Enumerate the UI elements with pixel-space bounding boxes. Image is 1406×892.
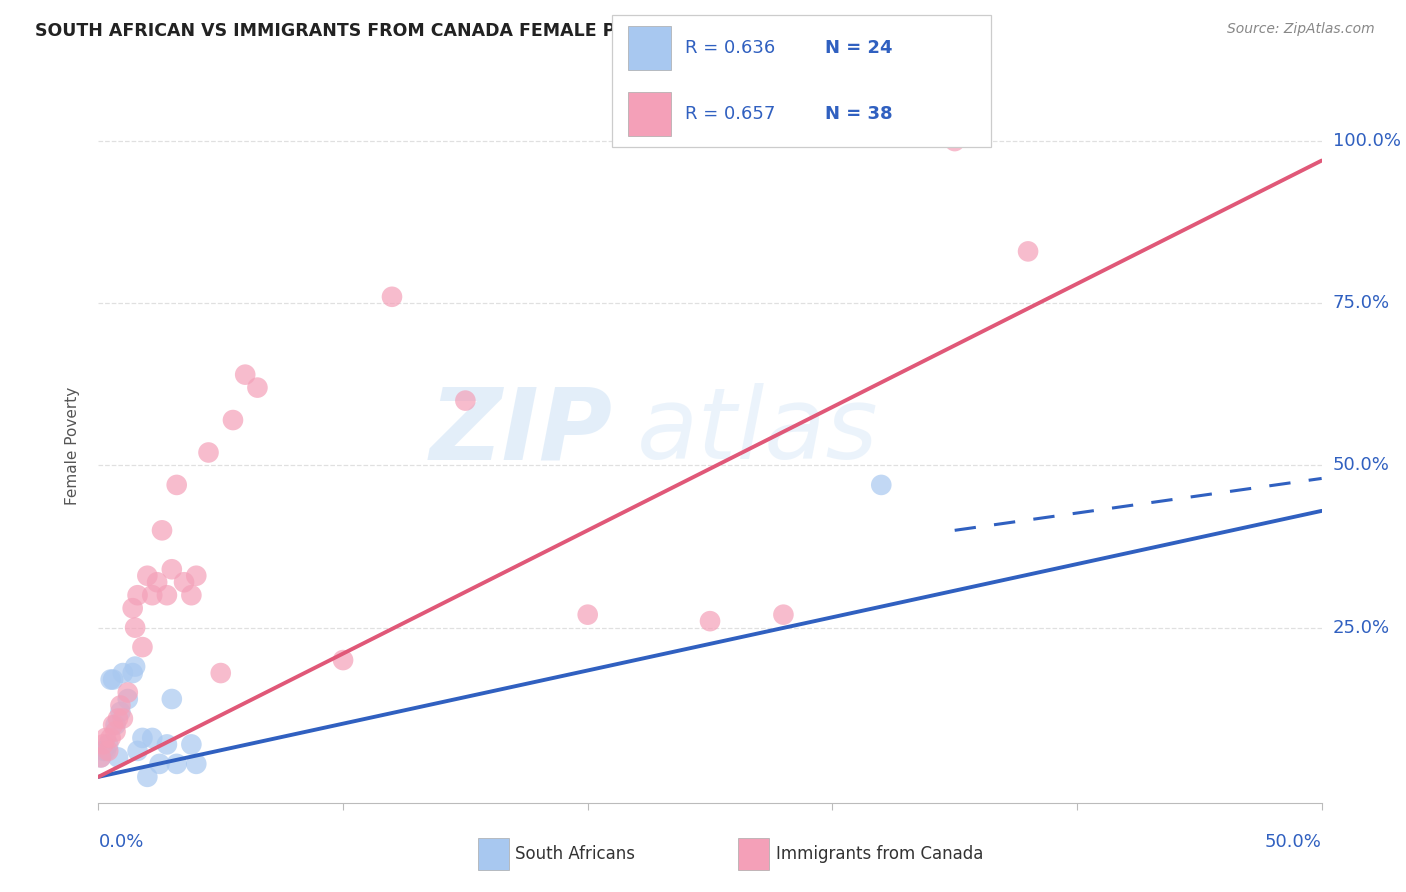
Point — [127, 744, 149, 758]
Text: 25.0%: 25.0% — [1333, 619, 1391, 637]
Point — [156, 588, 179, 602]
Point — [156, 738, 179, 752]
Point — [131, 640, 153, 654]
Point — [104, 718, 127, 732]
Text: ZIP: ZIP — [429, 384, 612, 480]
Point — [146, 575, 169, 590]
Point — [100, 673, 122, 687]
Y-axis label: Female Poverty: Female Poverty — [65, 387, 80, 505]
Point — [160, 562, 183, 576]
Point — [97, 744, 120, 758]
Point — [111, 711, 134, 725]
Text: Source: ZipAtlas.com: Source: ZipAtlas.com — [1227, 22, 1375, 37]
Point — [110, 705, 132, 719]
Point — [90, 750, 112, 764]
Point — [180, 588, 202, 602]
Text: R = 0.657: R = 0.657 — [685, 105, 775, 123]
Point — [124, 621, 146, 635]
Text: N = 24: N = 24 — [825, 39, 893, 57]
Point — [101, 718, 124, 732]
Point — [454, 393, 477, 408]
Point — [121, 666, 143, 681]
Point — [110, 698, 132, 713]
Point — [117, 685, 139, 699]
Point — [90, 750, 112, 764]
Point — [576, 607, 599, 622]
Point — [94, 731, 117, 745]
Point — [1017, 244, 1039, 259]
Text: South Africans: South Africans — [515, 845, 634, 863]
Point — [121, 601, 143, 615]
Point — [332, 653, 354, 667]
Point — [117, 692, 139, 706]
Point — [100, 731, 122, 745]
Text: 50.0%: 50.0% — [1333, 457, 1389, 475]
Point — [150, 524, 173, 538]
Text: Immigrants from Canada: Immigrants from Canada — [776, 845, 983, 863]
Point — [91, 738, 114, 752]
Text: 75.0%: 75.0% — [1333, 294, 1391, 312]
Point — [136, 568, 159, 582]
Point — [246, 381, 269, 395]
Point — [173, 575, 195, 590]
Point — [141, 731, 163, 745]
Point — [699, 614, 721, 628]
Point — [124, 659, 146, 673]
Text: SOUTH AFRICAN VS IMMIGRANTS FROM CANADA FEMALE POVERTY CORRELATION CHART: SOUTH AFRICAN VS IMMIGRANTS FROM CANADA … — [35, 22, 907, 40]
Point — [131, 731, 153, 745]
Text: 0.0%: 0.0% — [98, 833, 143, 851]
Point — [222, 413, 245, 427]
Point — [166, 478, 188, 492]
Text: R = 0.636: R = 0.636 — [685, 39, 775, 57]
Point — [91, 744, 114, 758]
Point — [870, 478, 893, 492]
Text: atlas: atlas — [637, 384, 879, 480]
Point — [233, 368, 256, 382]
Point — [97, 738, 120, 752]
Point — [104, 724, 127, 739]
Point — [180, 738, 202, 752]
Point — [381, 290, 404, 304]
Point — [127, 588, 149, 602]
Point — [943, 134, 966, 148]
Point — [160, 692, 183, 706]
Text: 100.0%: 100.0% — [1333, 132, 1400, 150]
Point — [136, 770, 159, 784]
Point — [107, 750, 129, 764]
Point — [149, 756, 172, 771]
Point — [101, 673, 124, 687]
Point — [772, 607, 794, 622]
Point — [94, 744, 117, 758]
Text: N = 38: N = 38 — [825, 105, 893, 123]
Text: 50.0%: 50.0% — [1265, 833, 1322, 851]
Point — [111, 666, 134, 681]
Point — [166, 756, 188, 771]
Point — [197, 445, 219, 459]
Point — [186, 568, 208, 582]
Point — [141, 588, 163, 602]
Point — [107, 711, 129, 725]
Point — [186, 756, 208, 771]
Point — [209, 666, 232, 681]
